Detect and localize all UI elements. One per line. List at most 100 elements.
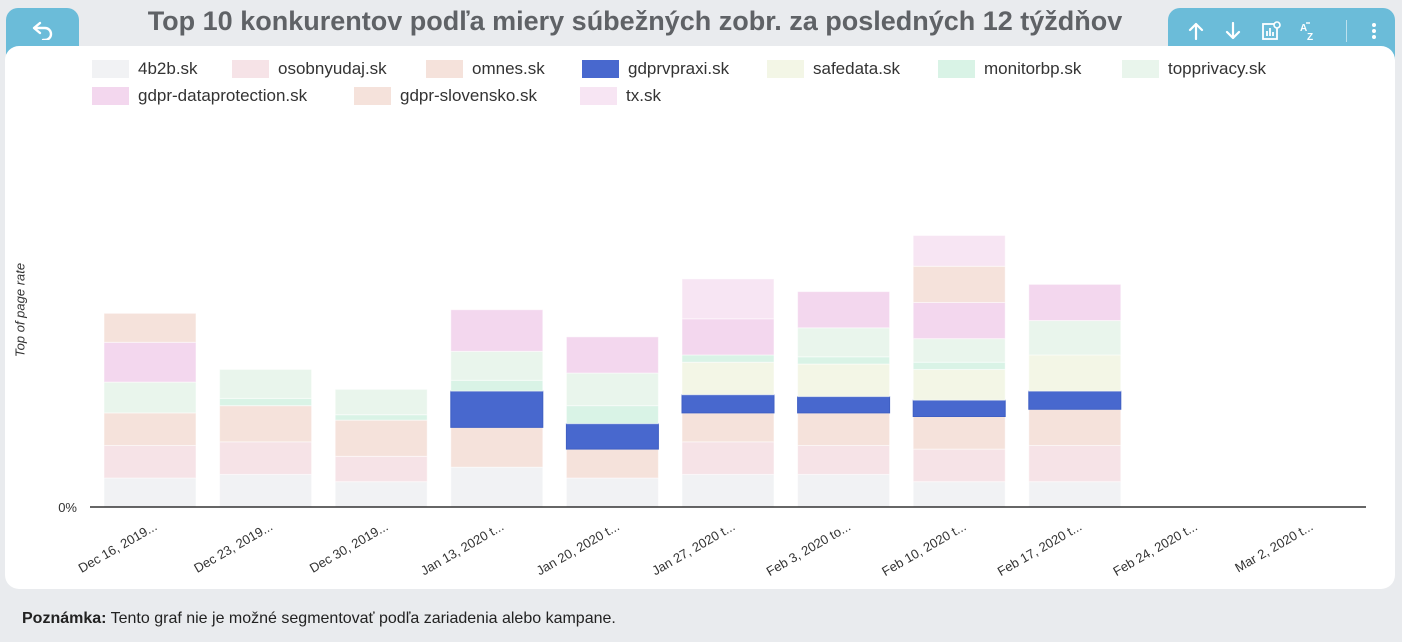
chart-settings-icon[interactable] <box>1258 18 1284 44</box>
bar-segment[interactable] <box>797 396 891 414</box>
bar-segment[interactable] <box>681 394 775 414</box>
bar-segment[interactable] <box>103 477 197 508</box>
bar-segment[interactable] <box>334 414 428 421</box>
bar-segment[interactable] <box>450 390 544 428</box>
bar-segment[interactable] <box>565 405 659 425</box>
bar-segment[interactable] <box>450 426 544 468</box>
bar-segment[interactable] <box>1028 408 1122 446</box>
bar-segment[interactable] <box>103 312 197 343</box>
bar-segment[interactable] <box>103 444 197 479</box>
toolbar-divider <box>1346 20 1347 42</box>
legend-swatch <box>938 60 975 78</box>
arrow-up-icon[interactable] <box>1183 18 1209 44</box>
x-tick-label: Dec 30, 2019... <box>307 519 391 576</box>
bar-segment[interactable] <box>1028 320 1122 356</box>
chart-title: Top 10 konkurentov podľa miery súbežných… <box>147 6 1123 36</box>
bar-segment[interactable] <box>219 368 313 399</box>
legend-swatch <box>767 60 804 78</box>
x-tick-label: Dec 23, 2019... <box>191 519 275 576</box>
bar-segment[interactable] <box>1028 283 1122 322</box>
bar-segment[interactable] <box>103 381 197 414</box>
bar-segment[interactable] <box>334 455 428 483</box>
bar-segment[interactable] <box>1028 354 1122 392</box>
bar-segment[interactable] <box>103 341 197 383</box>
bar-segment[interactable] <box>681 412 775 443</box>
bar-segment[interactable] <box>219 441 313 475</box>
legend-item[interactable]: monitorbp.sk <box>938 59 1081 79</box>
bar-segment[interactable] <box>681 361 775 396</box>
legend-item[interactable]: omnes.sk <box>426 59 545 79</box>
note-label: Poznámka: <box>22 610 107 627</box>
bar-segment[interactable] <box>450 466 544 508</box>
x-tick-label: Feb 17, 2020 t... <box>995 519 1085 579</box>
bar-segment[interactable] <box>912 265 1006 303</box>
legend-swatch <box>232 60 269 78</box>
bar-segment[interactable] <box>334 419 428 457</box>
legend-swatch <box>580 87 617 105</box>
bar-segment[interactable] <box>912 481 1006 508</box>
bar-segment[interactable] <box>681 473 775 508</box>
bar-segment[interactable] <box>912 416 1006 450</box>
bar-segment[interactable] <box>797 363 891 398</box>
bar-segment[interactable] <box>681 318 775 356</box>
bar-segment[interactable] <box>912 235 1006 267</box>
bar-segment[interactable] <box>219 405 313 443</box>
bar-segment[interactable] <box>912 338 1006 363</box>
bar-segment[interactable] <box>912 361 1006 370</box>
bar-segment[interactable] <box>334 388 428 416</box>
bar-segment[interactable] <box>450 379 544 392</box>
bar-segment[interactable] <box>797 327 891 358</box>
bar-segment[interactable] <box>1028 444 1122 483</box>
bar-segment[interactable] <box>334 481 428 508</box>
bar-segment[interactable] <box>681 441 775 475</box>
legend-item[interactable]: topprivacy.sk <box>1122 59 1266 79</box>
bar-segment[interactable] <box>450 350 544 381</box>
x-tick-label: Feb 24, 2020 t... <box>1110 519 1200 579</box>
note-text: Tento graf nie je možné segmentovať podľ… <box>106 610 616 627</box>
bar-segment[interactable] <box>912 368 1006 401</box>
bar-segment[interactable] <box>450 309 544 352</box>
bar-segment[interactable] <box>797 412 891 446</box>
legend-item[interactable]: tx.sk <box>580 86 661 106</box>
bar-segment[interactable] <box>797 356 891 365</box>
x-tick-label: Jan 20, 2020 t... <box>534 519 622 579</box>
bar-segment[interactable] <box>797 291 891 329</box>
more-vert-icon[interactable] <box>1361 18 1387 44</box>
bar-segment[interactable] <box>912 399 1006 417</box>
legend-swatch <box>426 60 463 78</box>
svg-text:Z: Z <box>1307 32 1313 42</box>
legend-item[interactable]: 4b2b.sk <box>92 59 198 79</box>
bar-segment[interactable] <box>797 473 891 508</box>
bar-segment[interactable] <box>1028 481 1122 508</box>
bar-segment[interactable] <box>681 278 775 320</box>
bar-segment[interactable] <box>103 412 197 446</box>
legend-item[interactable]: safedata.sk <box>767 59 900 79</box>
bar-segment[interactable] <box>565 477 659 508</box>
legend-item[interactable]: osobnyudaj.sk <box>232 59 387 79</box>
legend-swatch <box>92 60 129 78</box>
legend-swatch <box>354 87 391 105</box>
bar-segment[interactable] <box>565 372 659 407</box>
undo-arrow-icon <box>31 20 55 60</box>
legend-item[interactable]: gdpr-slovensko.sk <box>354 86 537 106</box>
bar-segment[interactable] <box>219 473 313 508</box>
legend-item[interactable]: gdpr-dataprotection.sk <box>92 86 307 106</box>
bar-segment[interactable] <box>219 397 313 407</box>
x-tick-label: Jan 27, 2020 t... <box>649 519 737 579</box>
arrow-down-icon[interactable] <box>1220 18 1246 44</box>
bar-segment[interactable] <box>681 354 775 363</box>
bar-segment[interactable] <box>565 448 659 479</box>
bar-segment[interactable] <box>797 444 891 475</box>
bar-segment[interactable] <box>565 423 659 450</box>
legend-swatch <box>92 87 129 105</box>
bar-segment[interactable] <box>565 336 659 374</box>
bar-segment[interactable] <box>1028 390 1122 410</box>
footer-note: Poznámka: Tento graf nie je možné segmen… <box>22 610 616 628</box>
x-tick-label: Jan 13, 2020 t... <box>418 519 506 579</box>
legend-item[interactable]: gdprvpraxi.sk <box>582 59 729 79</box>
legend-label: gdpr-slovensko.sk <box>400 86 538 105</box>
bar-segment[interactable] <box>912 301 1006 340</box>
bar-segment[interactable] <box>912 448 1006 483</box>
